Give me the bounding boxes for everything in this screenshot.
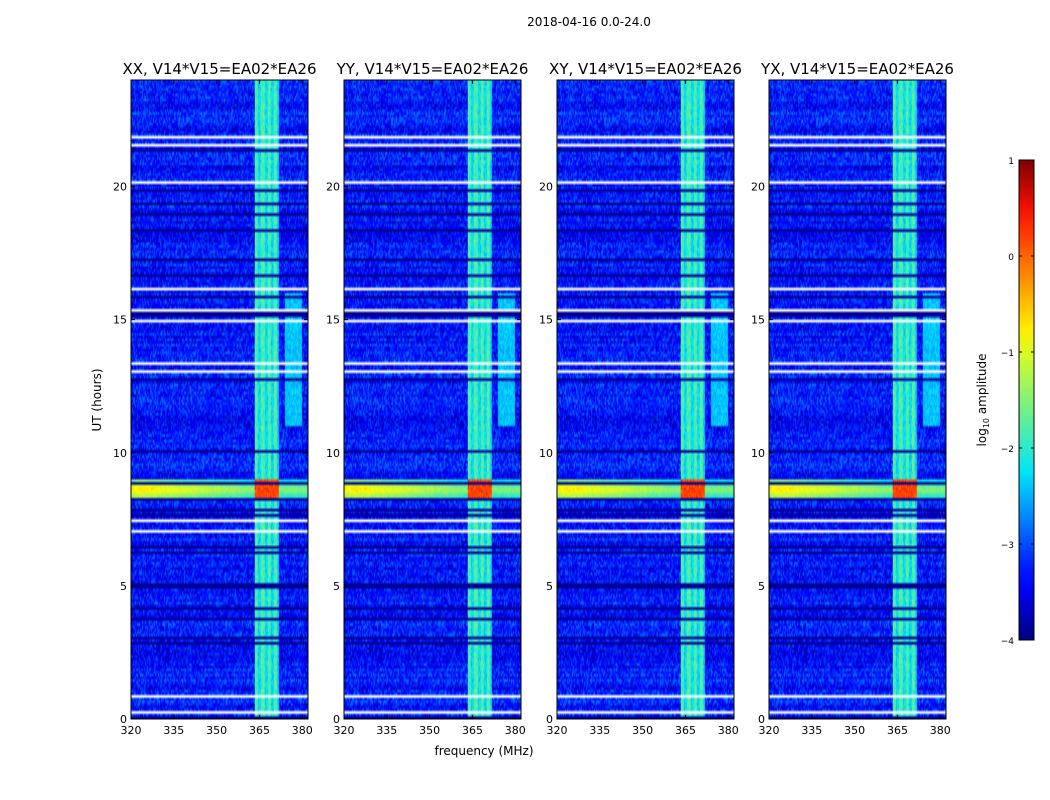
plot-frame	[768, 79, 947, 720]
spectrogram-image	[131, 80, 308, 719]
plot-frame	[130, 79, 309, 720]
x-tick-label: 380	[292, 724, 313, 737]
plot-frame	[343, 79, 522, 720]
x-tick-label: 320	[547, 724, 568, 737]
y-tick-label: 15	[539, 314, 553, 327]
x-tick-label: 350	[206, 724, 227, 737]
x-tick-label: 335	[163, 724, 184, 737]
spectrogram-image	[557, 80, 734, 719]
colorbar-tick-label: −3	[1001, 541, 1014, 551]
x-tick-label: 335	[376, 724, 397, 737]
panel-title: YX, V14*V15=EA02*EA26	[760, 60, 954, 78]
y-tick-label: 5	[758, 580, 765, 593]
y-tick-label: 0	[546, 713, 553, 726]
y-tick-label: 10	[113, 447, 127, 460]
y-axis-label: UT (hours)	[90, 368, 104, 431]
y-tick-label: 20	[751, 181, 765, 194]
y-tick-label: 5	[120, 580, 127, 593]
x-tick-label: 380	[930, 724, 951, 737]
panel-3: YX, V14*V15=EA02*EA26 320 335 350 365 380 0 5 10…	[751, 60, 954, 737]
y-tick-label: 0	[333, 713, 340, 726]
colorbar-gradient	[1018, 159, 1035, 641]
y-tick-label: 10	[539, 447, 553, 460]
colorbar-tick-label: −1	[1001, 349, 1014, 359]
x-tick-label: 335	[801, 724, 822, 737]
colorbar-tick-label: −2	[1001, 445, 1014, 455]
y-tick-label: 5	[546, 580, 553, 593]
figure-title: 2018-04-16 0.0-24.0	[527, 15, 651, 29]
y-tick-label: 0	[120, 713, 127, 726]
x-tick-label: 350	[632, 724, 653, 737]
panel-2: XY, V14*V15=EA02*EA26 320 335 350 365 380 0 5 10…	[539, 60, 742, 737]
x-tick-label: 365	[249, 724, 270, 737]
spectrogram-image	[344, 80, 521, 719]
panel-1: YY, V14*V15=EA02*EA26 320 335 350 365 380 0 5 10…	[326, 60, 528, 737]
x-tick-label: 320	[759, 724, 780, 737]
x-tick-label: 365	[462, 724, 483, 737]
y-tick-label: 20	[326, 181, 340, 194]
y-tick-label: 15	[326, 314, 340, 327]
y-tick-label: 0	[758, 713, 765, 726]
x-tick-label: 365	[675, 724, 696, 737]
x-axis-label: frequency (MHz)	[434, 744, 533, 758]
colorbar: 1 0 −1 −2 −3 −4 log10 amplitude	[975, 157, 1035, 647]
y-tick-label: 5	[333, 580, 340, 593]
panels-group: XX, V14*V15=EA02*EA26 320 335 350 365 380 0 5 10…	[113, 60, 954, 737]
y-tick-label: 10	[751, 447, 765, 460]
panel-title: XX, V14*V15=EA02*EA26	[122, 60, 316, 78]
panel-title: XY, V14*V15=EA02*EA26	[549, 60, 742, 78]
colorbar-tick-label: 0	[1008, 253, 1014, 263]
y-tick-label: 20	[539, 181, 553, 194]
x-tick-label: 350	[844, 724, 865, 737]
y-tick-label: 15	[751, 314, 765, 327]
x-tick-label: 320	[121, 724, 142, 737]
y-tick-label: 15	[113, 314, 127, 327]
x-tick-label: 380	[505, 724, 526, 737]
x-tick-label: 365	[887, 724, 908, 737]
x-tick-label: 380	[718, 724, 739, 737]
panel-title: YY, V14*V15=EA02*EA26	[336, 60, 529, 78]
colorbar-label: log10 amplitude	[975, 354, 991, 447]
y-tick-label: 20	[113, 181, 127, 194]
panel-0: XX, V14*V15=EA02*EA26 320 335 350 365 380 0 5 10…	[113, 60, 317, 737]
colorbar-tick-label: −4	[1001, 637, 1015, 647]
colorbar-tick-label: 1	[1008, 157, 1014, 167]
y-tick-label: 10	[326, 447, 340, 460]
plot-frame	[556, 79, 735, 720]
x-tick-label: 320	[334, 724, 355, 737]
x-tick-label: 350	[419, 724, 440, 737]
x-tick-label: 335	[589, 724, 610, 737]
spectrogram-image	[769, 80, 946, 719]
